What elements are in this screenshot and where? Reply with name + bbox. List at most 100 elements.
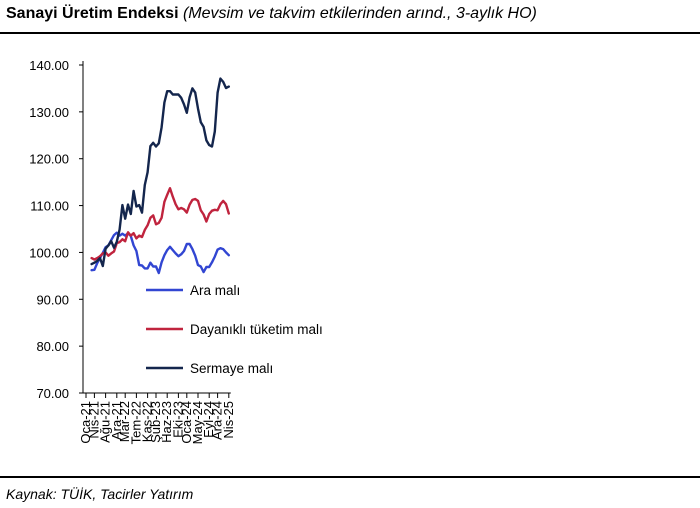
data-point: [107, 254, 110, 257]
data-point: [146, 171, 149, 174]
data-point: [216, 248, 219, 251]
x-tick-label: Tem-22: [128, 401, 143, 444]
data-point: [118, 241, 121, 244]
chart-title: Sanayi Üretim Endeksi (Mevsim ve takvim …: [6, 5, 537, 23]
series-line-3: [90, 77, 230, 268]
data-point: [208, 144, 211, 147]
data-point: [138, 234, 141, 237]
data-point: [135, 250, 138, 252]
data-point: [141, 236, 143, 238]
data-point: [163, 200, 166, 203]
data-point: [191, 248, 194, 251]
y-tick-label: 90.00: [36, 292, 69, 307]
data-point: [90, 263, 93, 265]
y-tick-label: 130.00: [29, 105, 69, 120]
data-point: [219, 247, 222, 250]
x-tick-label: Mar-22: [117, 401, 132, 442]
data-point: [135, 237, 138, 240]
x-tick-label: Eyl-24: [201, 401, 216, 438]
data-point: [213, 130, 216, 133]
data-point: [202, 271, 205, 273]
data-point: [110, 252, 113, 255]
data-point: [183, 250, 185, 252]
data-point: [183, 208, 185, 211]
data-point: [208, 213, 211, 215]
data-point: [197, 107, 199, 110]
x-tick-label: Ara-24: [210, 401, 225, 440]
data-point: [213, 208, 216, 211]
data-point: [171, 195, 174, 198]
x-axis: Oca-21Nis-21Ağu-21Ara-21Mar-22Tem-22Kas-…: [78, 392, 236, 444]
data-point: [124, 217, 127, 220]
y-tick-label: 80.00: [36, 339, 69, 354]
data-point: [138, 264, 141, 266]
x-tick-label: Oca-21: [78, 401, 93, 444]
data-point: [185, 243, 188, 245]
data-point: [174, 203, 177, 206]
data-point: [121, 238, 124, 241]
data-point: [227, 85, 230, 88]
series-points-3: [90, 77, 230, 267]
x-tick-label: Eki-23: [170, 401, 185, 438]
chart-subtitle: (Mevsim ve takvim etkilerinden arınd., 3…: [182, 5, 537, 22]
data-point: [127, 231, 129, 234]
top-rule: [0, 32, 700, 34]
y-tick-label: 70.00: [36, 386, 69, 401]
data-point: [113, 246, 115, 249]
data-point: [157, 142, 160, 145]
data-point: [166, 193, 169, 196]
y-tick-label: 110.00: [30, 199, 69, 214]
data-point: [163, 101, 166, 104]
data-point: [152, 141, 155, 144]
series-line-2: [90, 187, 230, 261]
data-point: [160, 216, 163, 219]
y-tick-label: 140.00: [29, 58, 69, 73]
data-point: [101, 265, 104, 267]
data-point: [141, 264, 143, 267]
data-point: [129, 213, 132, 215]
chart-title-main: Sanayi Üretim Endeksi: [6, 5, 179, 22]
data-point: [191, 199, 194, 201]
data-point: [110, 240, 113, 243]
data-point: [113, 234, 115, 237]
data-point: [149, 261, 152, 264]
data-point: [211, 261, 213, 264]
data-point: [143, 184, 146, 186]
legend-label: Dayanıklı tüketim malı: [190, 322, 323, 337]
data-point: [185, 111, 188, 114]
data-point: [141, 211, 143, 214]
data-point: [171, 93, 174, 96]
data-point: [160, 261, 163, 264]
data-point: [152, 265, 155, 268]
data-point: [113, 250, 115, 253]
data-point: [107, 244, 110, 247]
data-point: [146, 224, 149, 227]
data-point: [169, 245, 171, 248]
data-point: [174, 93, 177, 96]
x-tick-label: Ara-21: [109, 401, 124, 440]
data-point: [188, 203, 191, 206]
data-point: [132, 190, 135, 192]
data-point: [101, 252, 104, 255]
data-point: [124, 240, 127, 243]
data-point: [199, 121, 202, 124]
data-point: [222, 248, 225, 251]
data-point: [188, 96, 191, 99]
data-point: [121, 232, 124, 235]
data-point: [185, 211, 188, 214]
data-point: [143, 229, 146, 231]
data-point: [180, 96, 183, 99]
data-point: [225, 251, 227, 254]
data-point: [155, 265, 157, 268]
data-point: [194, 198, 197, 200]
data-point: [146, 267, 149, 270]
data-point: [227, 254, 230, 257]
legend-label: Sermaye malı: [190, 361, 273, 376]
data-point: [169, 90, 171, 93]
data-point: [121, 204, 124, 207]
data-point: [132, 244, 135, 247]
data-point: [143, 267, 146, 270]
data-point: [157, 272, 160, 274]
data-point: [202, 213, 205, 216]
data-point: [183, 103, 185, 106]
